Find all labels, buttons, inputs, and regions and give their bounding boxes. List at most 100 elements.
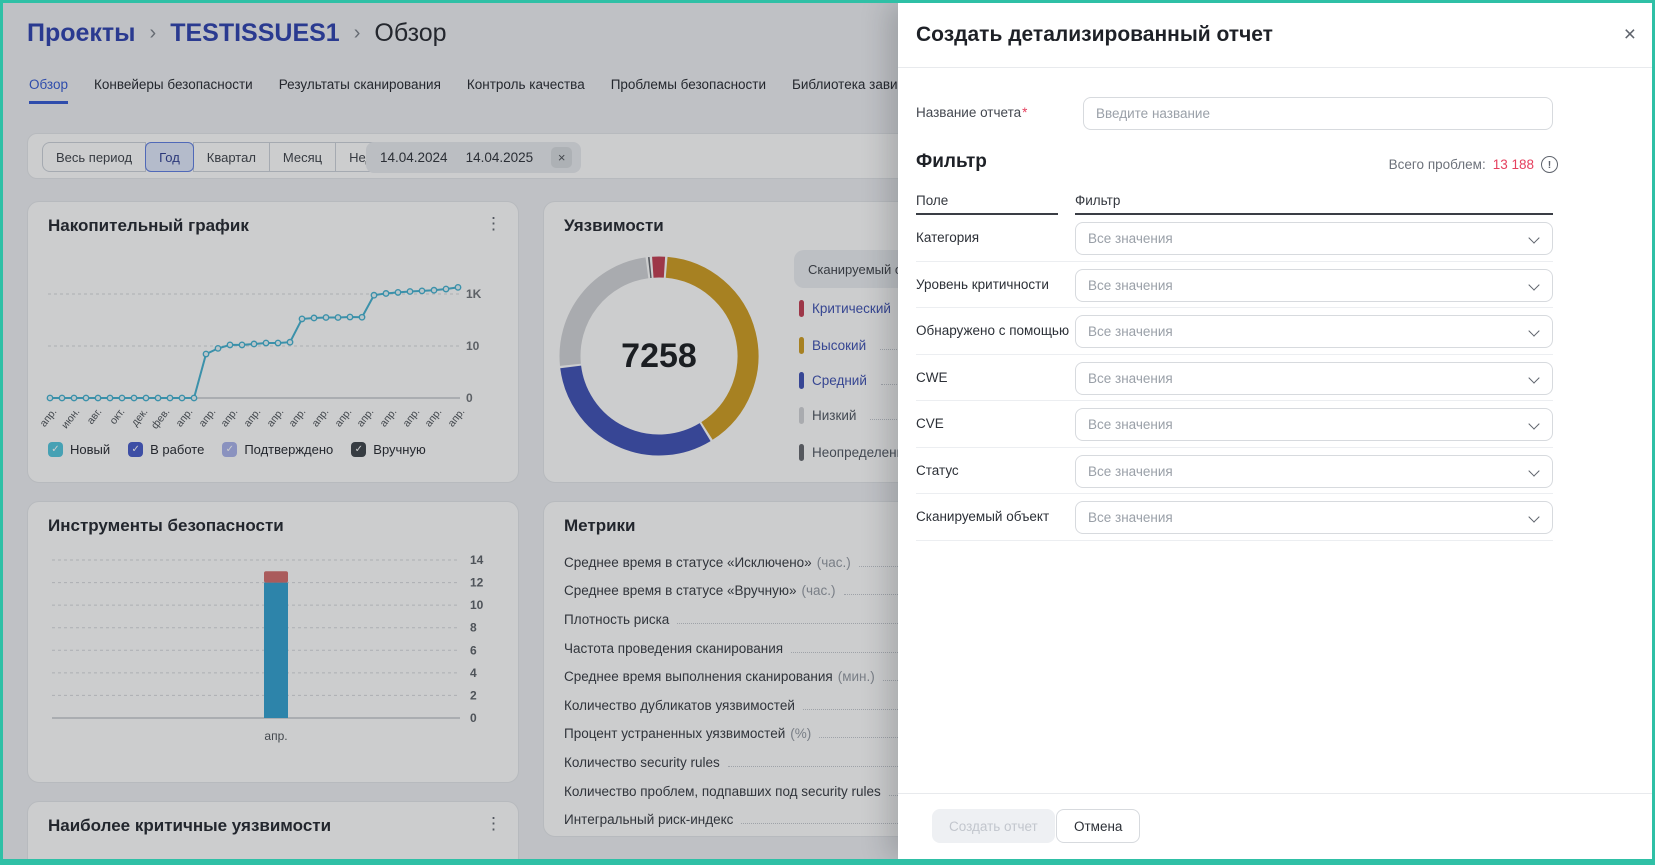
- cancel-button[interactable]: Отмена: [1056, 809, 1141, 843]
- metric-unit: (%): [790, 726, 812, 742]
- legend-label: Низкий: [812, 408, 857, 423]
- metric-unit: (мин.): [837, 669, 875, 685]
- total-problems-label: Всего проблем:: [1388, 157, 1486, 172]
- filter-select-4[interactable]: Все значения: [1075, 408, 1553, 441]
- svg-text:2: 2: [470, 688, 477, 702]
- legend-checkbox[interactable]: ✓: [48, 442, 63, 457]
- breadcrumb-item-0[interactable]: Проекты: [27, 19, 136, 47]
- legend-item-2[interactable]: ✓ Подтверждено: [222, 442, 333, 457]
- info-icon[interactable]: !: [1541, 156, 1558, 173]
- kebab-menu-icon[interactable]: ⋮: [485, 814, 502, 833]
- legend-checkbox[interactable]: ✓: [128, 442, 144, 457]
- card-title: Уязвимости: [564, 216, 664, 235]
- filter-field-label: Категория: [916, 230, 980, 246]
- chevron-down-icon: [1528, 325, 1540, 337]
- legend-swatch: [799, 300, 804, 317]
- filter-select-2[interactable]: Все значения: [1075, 315, 1553, 348]
- filter-select-1[interactable]: Все значения: [1075, 268, 1553, 302]
- chevron-down-icon: [1528, 278, 1540, 291]
- divider: [898, 67, 1652, 68]
- period-option-0[interactable]: Весь период: [42, 142, 147, 172]
- metrics-list: Среднее время в статусе «Исключено» (час.…: [564, 548, 1398, 834]
- card-title: Наиболее критичные уязвимости: [48, 816, 332, 835]
- card-title: Метрики: [564, 516, 636, 535]
- tab-0[interactable]: Обзор: [29, 77, 68, 104]
- legend-item-3[interactable]: ✓ Вручную: [351, 442, 426, 457]
- svg-text:0: 0: [470, 711, 477, 725]
- breadcrumb-item-1[interactable]: TESTISSUES1: [170, 19, 340, 47]
- legend-swatch: [799, 407, 804, 424]
- legend-item-1[interactable]: ✓ В работе: [128, 442, 204, 457]
- svg-text:8: 8: [470, 621, 477, 635]
- report-name-input[interactable]: [1083, 97, 1553, 130]
- vulnerabilities-total: 7258: [621, 336, 697, 375]
- chevron-down-icon: [1528, 418, 1540, 430]
- column-header-filter: Фильтр: [1075, 193, 1121, 208]
- legend-label: В работе: [150, 442, 205, 457]
- filter-select-5[interactable]: Все значения: [1075, 454, 1553, 488]
- column-header-field: Поле: [916, 193, 949, 208]
- date-to: 14.04.2025: [465, 150, 534, 165]
- period-option-2[interactable]: Квартал: [192, 142, 270, 172]
- filter-select-0[interactable]: Все значения: [1075, 222, 1553, 255]
- legend-item-0[interactable]: ✓ Новый: [48, 442, 110, 457]
- card-title: Накопительный график: [48, 216, 249, 235]
- svg-text:14: 14: [470, 553, 484, 567]
- select-value: Все значения: [1088, 417, 1173, 432]
- tab-4[interactable]: Проблемы безопасности: [610, 77, 767, 92]
- legend-checkbox[interactable]: ✓: [222, 442, 238, 457]
- metric-label: Среднее время выполнения сканирования: [564, 669, 833, 685]
- clear-date-icon[interactable]: ×: [551, 147, 573, 168]
- svg-text:10: 10: [466, 339, 480, 353]
- legend-swatch: [799, 444, 804, 461]
- filter-row-3: CWE Все значения: [916, 355, 1553, 401]
- select-value: Все значения: [1088, 463, 1173, 479]
- legend-checkbox[interactable]: ✓: [351, 442, 367, 457]
- metric-label: Частота проведения сканирования: [564, 640, 784, 656]
- security-tools-bar-chart: 0 2 4 6 8 10 12 14 апр.: [52, 553, 484, 743]
- filter-heading: Фильтр: [916, 151, 987, 172]
- chevron-down-icon: [1528, 232, 1540, 244]
- select-value: Все значения: [1088, 510, 1173, 525]
- card-cumulative-chart: Накопительный график ⋮ 0 10 1K апр. июн. авг…: [27, 201, 519, 483]
- metric-label: Количество security rules: [564, 754, 720, 770]
- create-report-button[interactable]: Создать отчет: [932, 809, 1055, 843]
- close-icon[interactable]: ×: [1623, 23, 1636, 46]
- required-asterisk: *: [1022, 105, 1028, 120]
- filter-row-5: Статус Все значения: [916, 448, 1553, 494]
- metric-label: Количество дубликатов уязвимостей: [564, 697, 795, 713]
- tab-3[interactable]: Контроль качества: [466, 77, 585, 92]
- chevron-down-icon: [1528, 464, 1540, 477]
- metric-label: Среднее время в статусе «Исключено»: [564, 554, 812, 570]
- card-title: Инструменты безопасности: [48, 516, 284, 535]
- metric-label: Количество проблем, подпавших под securi…: [564, 783, 881, 799]
- filter-field-label: Обнаружено с помощью: [916, 323, 1070, 339]
- date-range-chip[interactable]: 14.04.2024 14.04.2025 ×: [366, 142, 582, 173]
- legend-label: Высокий: [812, 338, 867, 353]
- breadcrumb-separator: ›: [353, 22, 361, 44]
- legend-swatch: [799, 337, 804, 354]
- period-option-3[interactable]: Месяц: [268, 142, 337, 172]
- filter-row-6: Сканируемый объект Все значения: [916, 494, 1553, 541]
- filter-select-6[interactable]: Все значения: [1075, 501, 1553, 534]
- date-from: 14.04.2024: [380, 150, 448, 165]
- kebab-menu-icon[interactable]: ⋮: [485, 214, 502, 233]
- legend-label: Неопределенный: [812, 445, 922, 460]
- filter-row-0: Категория Все значения: [916, 215, 1553, 262]
- legend-label: Критический: [812, 301, 891, 316]
- tab-1[interactable]: Конвейеры безопасности: [94, 77, 253, 92]
- cumulative-line-chart: 0 10 1K: [46, 283, 482, 405]
- total-problems: Всего проблем: 13 188 !: [1389, 156, 1558, 173]
- filter-select-3[interactable]: Все значения: [1075, 361, 1553, 395]
- select-value: Все значения: [1088, 324, 1173, 339]
- select-value: Все значения: [1088, 231, 1173, 246]
- tab-bar: Обзор Конвейеры безопасности Результаты ск…: [29, 77, 957, 104]
- column-underline: [1075, 213, 1553, 215]
- tab-2[interactable]: Результаты сканирования: [278, 77, 441, 92]
- svg-text:0: 0: [466, 391, 473, 405]
- line-chart-legend: ✓ Новый ✓ В работе ✓ Подтверждено ✓ Вручную: [48, 442, 426, 457]
- legend-label: Средний: [812, 373, 867, 388]
- period-option-1[interactable]: Год: [145, 142, 194, 172]
- legend-label: Новый: [70, 442, 111, 457]
